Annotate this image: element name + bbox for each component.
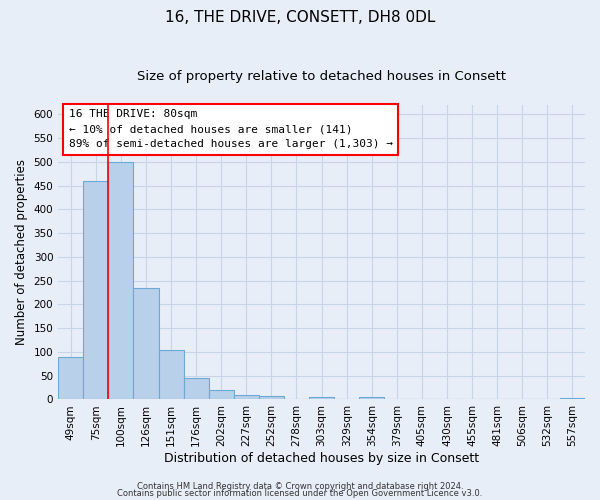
Bar [359, 396, 385, 400]
Text: 16 THE DRIVE: 80sqm
← 10% of detached houses are smaller (141)
89% of semi-detac: 16 THE DRIVE: 80sqm ← 10% of detached ho… [69, 110, 393, 149]
Bar [560, 398, 585, 400]
Bar [58, 356, 83, 400]
Bar [309, 397, 334, 400]
Bar [234, 394, 259, 400]
Bar [109, 162, 133, 400]
Bar [158, 350, 184, 400]
Bar [184, 378, 209, 400]
Bar [133, 288, 158, 400]
Text: Contains HM Land Registry data © Crown copyright and database right 2024.: Contains HM Land Registry data © Crown c… [137, 482, 463, 491]
Bar [209, 390, 234, 400]
X-axis label: Distribution of detached houses by size in Consett: Distribution of detached houses by size … [164, 452, 479, 465]
Title: Size of property relative to detached houses in Consett: Size of property relative to detached ho… [137, 70, 506, 83]
Text: 16, THE DRIVE, CONSETT, DH8 0DL: 16, THE DRIVE, CONSETT, DH8 0DL [165, 10, 435, 25]
Bar [259, 396, 284, 400]
Bar [83, 181, 109, 400]
Y-axis label: Number of detached properties: Number of detached properties [15, 159, 28, 345]
Text: Contains public sector information licensed under the Open Government Licence v3: Contains public sector information licen… [118, 489, 482, 498]
